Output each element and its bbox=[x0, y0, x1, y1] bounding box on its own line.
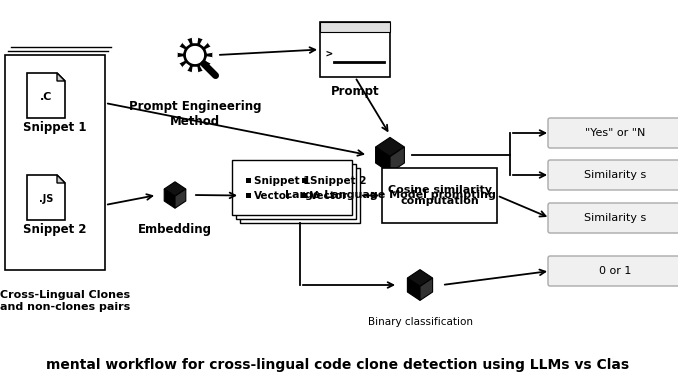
Polygon shape bbox=[206, 57, 212, 62]
Text: Similarity s: Similarity s bbox=[584, 170, 646, 180]
Text: Vector: Vector bbox=[254, 191, 292, 201]
Polygon shape bbox=[175, 189, 186, 208]
Text: >: > bbox=[325, 49, 332, 59]
FancyBboxPatch shape bbox=[548, 160, 678, 190]
Polygon shape bbox=[183, 64, 189, 70]
Text: 0 or 1: 0 or 1 bbox=[599, 266, 631, 276]
Polygon shape bbox=[407, 270, 433, 287]
Polygon shape bbox=[178, 57, 184, 62]
Text: Prompt Engineering
Method: Prompt Engineering Method bbox=[129, 100, 261, 128]
Polygon shape bbox=[180, 61, 186, 67]
Text: Cosine similarity
computation: Cosine similarity computation bbox=[388, 185, 492, 206]
FancyBboxPatch shape bbox=[548, 203, 678, 233]
Text: .C: .C bbox=[40, 93, 52, 102]
Bar bbox=[302, 193, 307, 198]
Polygon shape bbox=[376, 138, 404, 157]
Polygon shape bbox=[204, 61, 210, 67]
Text: Vector: Vector bbox=[310, 191, 348, 201]
Polygon shape bbox=[420, 278, 433, 300]
Polygon shape bbox=[197, 66, 203, 72]
Polygon shape bbox=[27, 175, 65, 220]
Text: Embedding: Embedding bbox=[138, 223, 212, 236]
Polygon shape bbox=[180, 43, 186, 49]
Polygon shape bbox=[207, 53, 212, 58]
Text: Binary classification: Binary classification bbox=[367, 317, 473, 327]
Polygon shape bbox=[240, 168, 360, 223]
Polygon shape bbox=[320, 22, 390, 77]
Polygon shape bbox=[164, 189, 175, 208]
Polygon shape bbox=[197, 38, 203, 44]
Text: Snippet 2: Snippet 2 bbox=[310, 176, 367, 186]
Polygon shape bbox=[182, 42, 207, 67]
Polygon shape bbox=[201, 64, 207, 70]
Text: Large Language Model prompting: Large Language Model prompting bbox=[285, 190, 496, 200]
Polygon shape bbox=[183, 40, 189, 46]
Polygon shape bbox=[201, 40, 207, 46]
Polygon shape bbox=[27, 73, 65, 118]
FancyBboxPatch shape bbox=[548, 118, 678, 148]
Polygon shape bbox=[57, 175, 65, 183]
Polygon shape bbox=[376, 147, 390, 173]
Polygon shape bbox=[407, 278, 420, 300]
Text: Prompt: Prompt bbox=[331, 85, 379, 98]
Polygon shape bbox=[232, 160, 352, 215]
Text: Snippet 1: Snippet 1 bbox=[23, 122, 87, 134]
Polygon shape bbox=[188, 38, 193, 44]
Polygon shape bbox=[320, 22, 390, 32]
Text: .JS: .JS bbox=[39, 194, 53, 205]
Polygon shape bbox=[193, 67, 197, 72]
Polygon shape bbox=[57, 73, 65, 81]
Polygon shape bbox=[382, 168, 497, 223]
Polygon shape bbox=[204, 43, 210, 49]
Polygon shape bbox=[5, 55, 105, 270]
Polygon shape bbox=[193, 38, 197, 43]
Text: mental workflow for cross-lingual code clone detection using LLMs vs Clas: mental workflow for cross-lingual code c… bbox=[46, 358, 630, 372]
Bar bbox=[302, 178, 307, 183]
Polygon shape bbox=[206, 47, 212, 53]
Polygon shape bbox=[164, 182, 186, 196]
Text: Similarity s: Similarity s bbox=[584, 213, 646, 223]
Polygon shape bbox=[178, 53, 182, 58]
Text: Snippet 1: Snippet 1 bbox=[254, 176, 311, 186]
Text: Snippet 2: Snippet 2 bbox=[23, 224, 87, 237]
Polygon shape bbox=[186, 46, 203, 63]
Bar bbox=[246, 193, 251, 198]
Polygon shape bbox=[178, 47, 184, 53]
Text: Cross-Lingual Clones
and non-clones pairs: Cross-Lingual Clones and non-clones pair… bbox=[0, 290, 130, 312]
Bar bbox=[246, 178, 251, 183]
Polygon shape bbox=[390, 147, 404, 173]
Text: "Yes" or "N: "Yes" or "N bbox=[585, 128, 645, 138]
Polygon shape bbox=[188, 66, 193, 72]
FancyBboxPatch shape bbox=[548, 256, 678, 286]
Polygon shape bbox=[236, 164, 356, 219]
